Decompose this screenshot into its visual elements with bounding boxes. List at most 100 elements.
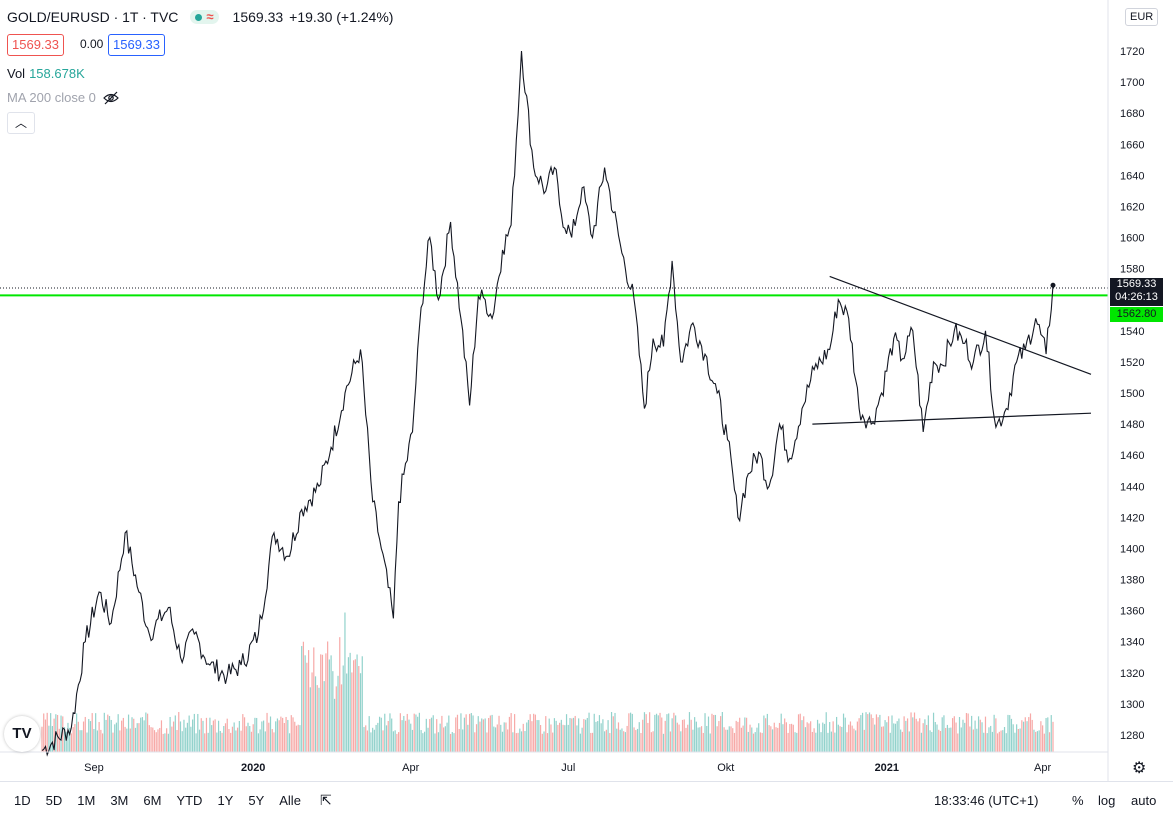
volume-bar: [207, 732, 209, 752]
volume-bar: [745, 717, 748, 752]
volume-bar: [794, 732, 796, 752]
volume-label: Vol: [7, 66, 26, 81]
range-button-5d[interactable]: 5D: [45, 793, 63, 808]
volume-bar: [623, 731, 625, 752]
volume-bar: [344, 612, 346, 752]
range-button-1m[interactable]: 1M: [77, 793, 96, 808]
volume-bar: [162, 733, 164, 752]
volume-bar: [77, 721, 79, 752]
volume-bar: [877, 717, 879, 752]
volume-bar: [844, 717, 846, 752]
volume-bar: [124, 726, 126, 752]
calendar-icon[interactable]: ⇱: [320, 792, 332, 808]
volume-bar: [186, 722, 189, 752]
volume-bar: [62, 716, 64, 752]
volume-bar: [605, 729, 607, 752]
volume-bar: [1031, 719, 1033, 752]
volume-bar: [287, 719, 289, 752]
volume-bar: [787, 732, 789, 752]
volume-bar: [569, 718, 571, 752]
volume-bar: [458, 728, 460, 752]
price-chart[interactable]: 1280 1300 1320 1340 1360 1380 1400 1420 1440 1460…: [0, 0, 1173, 781]
sell-button[interactable]: 1569.33: [7, 34, 64, 56]
tradingview-logo[interactable]: TV: [4, 716, 40, 752]
volume-bar: [462, 729, 464, 752]
range-button-1y[interactable]: 1Y: [217, 793, 234, 808]
volume-bar: [950, 727, 952, 752]
volume-bar: [579, 733, 581, 752]
percent-toggle[interactable]: %: [1072, 793, 1084, 808]
buy-button[interactable]: 1569.33: [108, 34, 165, 56]
chevron-up-icon: ︿: [14, 116, 27, 130]
log-toggle[interactable]: log: [1098, 793, 1116, 808]
volume-bar: [133, 718, 135, 752]
volume-bar: [604, 731, 606, 752]
volume-bar: [789, 724, 791, 752]
volume-bar: [172, 721, 175, 752]
volume-bar: [204, 733, 206, 752]
volume-bar: [534, 714, 536, 752]
collapse-legend-button[interactable]: ︿: [7, 112, 35, 134]
volume-bar: [1052, 721, 1054, 752]
volume-bar: [496, 724, 498, 752]
trendline[interactable]: [829, 275, 1092, 375]
range-button-6m[interactable]: 6M: [143, 793, 162, 808]
volume-bar: [67, 722, 69, 752]
volume-bar: [346, 673, 348, 752]
volume-bar: [456, 714, 459, 752]
volume-bar: [863, 729, 865, 752]
range-button-5y[interactable]: 5Y: [248, 793, 265, 808]
auto-toggle[interactable]: auto: [1131, 793, 1157, 808]
volume-bar: [167, 733, 169, 752]
volume-bar: [836, 716, 838, 752]
volume-bar: [250, 731, 253, 752]
volume-bar: [977, 716, 980, 752]
volume-bar: [273, 732, 275, 752]
trendlines[interactable]: [812, 275, 1092, 425]
range-button-3m[interactable]: 3M: [110, 793, 129, 808]
volume-bar: [553, 718, 556, 752]
market-status[interactable]: ≈: [190, 10, 219, 24]
volume-bar: [147, 713, 149, 752]
volume-bar: [413, 713, 415, 752]
volume-bar: [803, 716, 805, 752]
volume-bar: [550, 724, 552, 752]
volume-bar: [366, 730, 369, 752]
trendline[interactable]: [812, 412, 1092, 425]
volume-bar: [157, 729, 159, 752]
volume-bar: [44, 719, 47, 752]
volume-bar: [463, 717, 466, 752]
volume-legend[interactable]: Vol 158.678K: [7, 66, 85, 81]
countdown-value: 04:26:13: [1115, 291, 1158, 303]
volume-bar: [138, 723, 140, 752]
volume-bar: [706, 725, 708, 752]
volume-bar: [280, 716, 282, 752]
volume-bar: [951, 718, 954, 752]
volume-bar: [318, 687, 320, 752]
volume-bar: [988, 727, 990, 752]
gear-icon[interactable]: ⚙: [1132, 760, 1147, 777]
range-button-alle[interactable]: Alle: [279, 793, 301, 808]
volume-bar: [382, 730, 384, 752]
volume-bar: [816, 719, 819, 752]
volume-bar: [96, 730, 98, 752]
volume-bar: [614, 712, 616, 752]
volume-bar: [108, 716, 111, 752]
clock-timezone[interactable]: 18:33:46 (UTC+1): [934, 793, 1039, 808]
range-button-ytd[interactable]: YTD: [176, 793, 203, 808]
price-axis[interactable]: 1280 1300 1320 1340 1360 1380 1400 1420 1440 1460…: [1120, 46, 1144, 742]
volume-bar: [811, 731, 813, 752]
eye-hidden-icon[interactable]: [102, 91, 120, 105]
price-tick-label: 1400: [1120, 543, 1144, 555]
volume-bar: [572, 717, 575, 752]
volume-bar: [929, 730, 931, 752]
currency-button[interactable]: EUR: [1125, 8, 1159, 26]
ma-legend[interactable]: MA 200 close 0: [7, 90, 120, 105]
volume-bar: [141, 717, 144, 752]
volume-bar: [562, 724, 564, 752]
volume-bar: [354, 659, 356, 752]
range-button-1d[interactable]: 1D: [14, 793, 31, 808]
symbol-title[interactable]: GOLD/EURUSD · 1T · TVC: [7, 9, 179, 25]
time-tick-label: Apr: [402, 762, 419, 774]
time-axis[interactable]: Sep2020AprJulOkt2021AprJulOkt: [84, 762, 1173, 774]
